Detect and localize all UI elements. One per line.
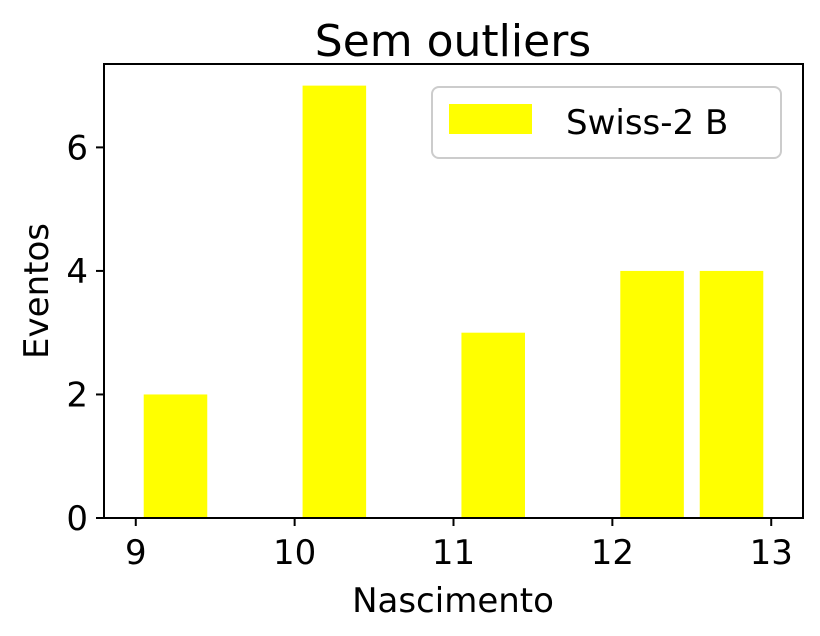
x-tick-label: 13 <box>750 533 793 573</box>
bar-0 <box>143 394 208 518</box>
y-axis: 0 2 4 6 <box>66 128 104 539</box>
chart-title: Sem outliers <box>315 16 591 67</box>
bar-2 <box>461 332 525 518</box>
y-tick-label: 6 <box>66 128 88 168</box>
bar-5 <box>699 270 764 518</box>
y-axis-label: Eventos <box>17 223 57 359</box>
x-tick-label: 12 <box>591 533 634 573</box>
x-tick-label: 11 <box>432 533 475 573</box>
x-axis: 9 10 11 12 13 <box>125 518 793 573</box>
bars-group <box>143 85 764 518</box>
x-axis-label: Nascimento <box>352 581 554 621</box>
bar-1 <box>302 85 367 518</box>
y-tick-label: 0 <box>66 499 88 539</box>
bar-4 <box>620 270 684 518</box>
legend-swatch <box>449 104 532 134</box>
legend-label: Swiss-2 B <box>566 103 728 143</box>
x-tick-label: 10 <box>273 533 316 573</box>
x-tick-label: 9 <box>125 533 147 573</box>
y-tick-label: 2 <box>66 375 88 415</box>
y-tick-label: 4 <box>66 252 88 292</box>
legend: Swiss-2 B <box>431 86 782 159</box>
